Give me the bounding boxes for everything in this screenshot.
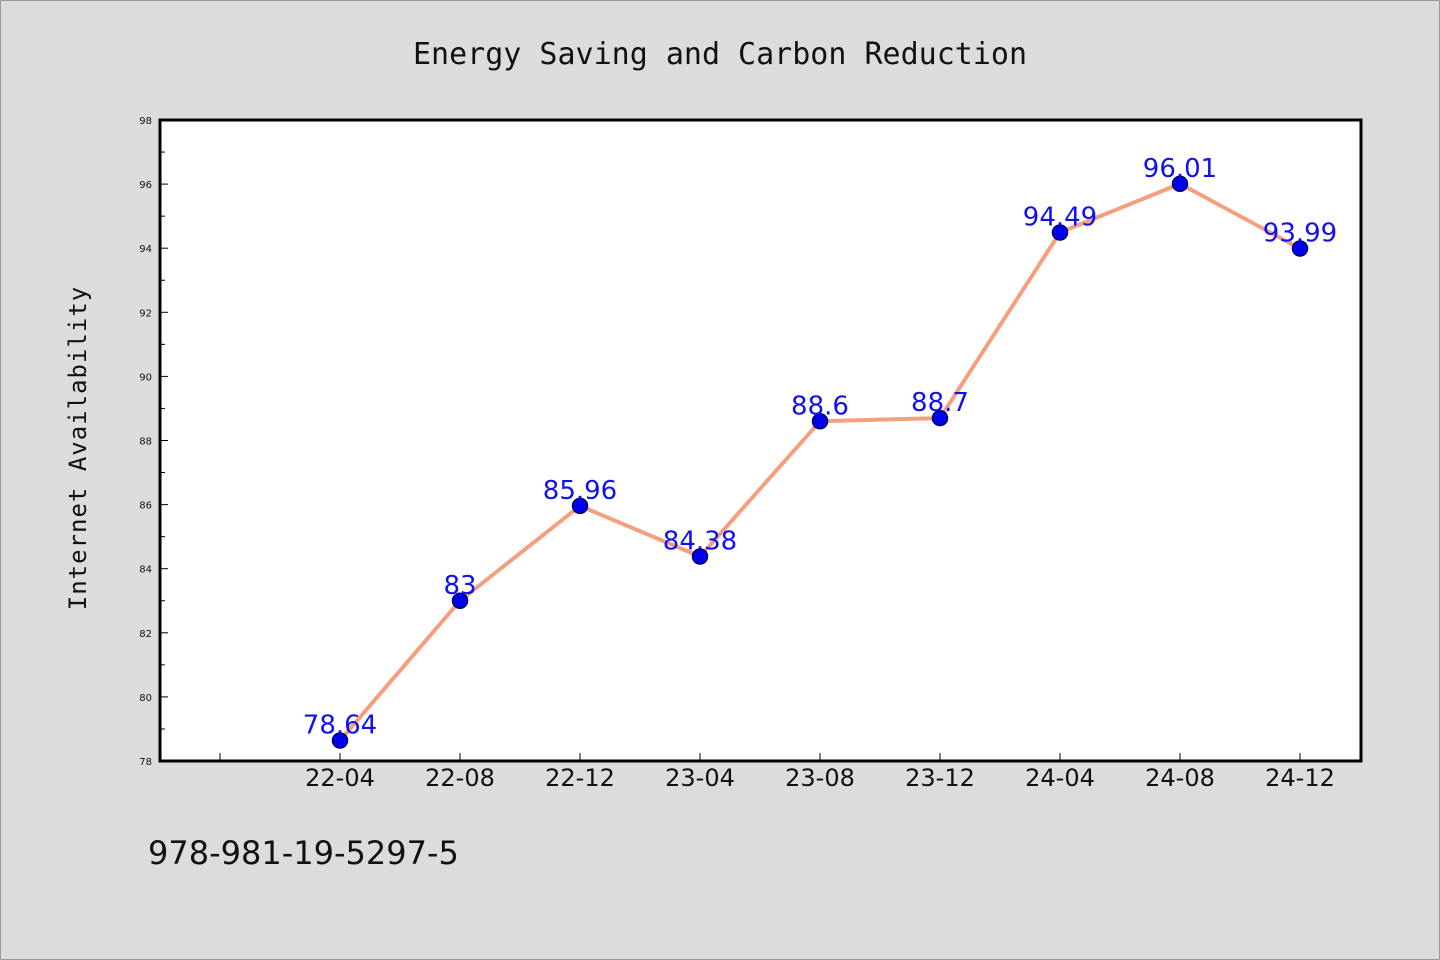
y-tick-label: 94 <box>139 244 152 255</box>
plot-area <box>158 118 1363 763</box>
data-point <box>931 409 949 427</box>
y-tick-label: 84 <box>139 565 152 576</box>
data-point <box>1051 224 1069 241</box>
data-label: 88.6 <box>791 391 849 421</box>
x-tick-label: 24-08 <box>1145 764 1215 792</box>
chart-title: Energy Saving and Carbon Reduction <box>413 37 1027 72</box>
x-tick-label: 23-04 <box>665 764 735 792</box>
series-group: 78.64 83 85.96 84.38 88.6 88.7 94.49 96.01 93.99 <box>303 154 1337 749</box>
y-axis-label: Internet Availability <box>64 286 92 610</box>
y-axis: 78 80 82 84 86 88 90 92 94 96 98 <box>139 116 168 768</box>
data-point <box>811 413 829 430</box>
y-tick-label: 86 <box>139 501 152 512</box>
y-tick-label: 92 <box>139 308 152 319</box>
y-tick-label: 98 <box>139 116 152 127</box>
y-tick-label: 90 <box>139 372 152 383</box>
data-label: 88.7 <box>911 388 969 418</box>
data-label: 84.38 <box>663 527 737 557</box>
data-point <box>571 497 589 515</box>
y-tick-label: 82 <box>139 629 152 640</box>
x-tick-label: 23-12 <box>905 764 975 792</box>
x-tick-label: 22-12 <box>545 764 615 792</box>
data-label: 83 <box>443 571 476 601</box>
x-tick-label: 23-08 <box>785 764 855 792</box>
x-tick-label: 22-08 <box>425 764 495 792</box>
data-point <box>331 732 349 749</box>
x-tick-label: 24-04 <box>1025 764 1095 792</box>
data-label: 94.49 <box>1023 202 1097 232</box>
data-point <box>1171 175 1189 193</box>
footer-isbn: 978-981-19-5297-5 <box>148 834 459 872</box>
data-label: 85.96 <box>543 476 617 506</box>
x-axis: 22-04 22-08 22-12 23-04 23-08 23-12 24-04 24-08… <box>219 753 1335 792</box>
data-point <box>1291 240 1309 257</box>
x-tick-label: 24-12 <box>1265 764 1335 792</box>
y-tick-label: 78 <box>139 757 152 768</box>
y-tick-label: 80 <box>139 693 152 704</box>
data-point <box>451 592 469 609</box>
data-point <box>691 548 709 565</box>
data-label: 78.64 <box>303 710 377 740</box>
data-label: 93.99 <box>1263 219 1337 249</box>
x-tick-label: 22-04 <box>305 764 375 792</box>
data-label: 96.01 <box>1143 154 1217 184</box>
y-tick-label: 88 <box>139 437 152 448</box>
y-tick-label: 96 <box>139 180 152 191</box>
